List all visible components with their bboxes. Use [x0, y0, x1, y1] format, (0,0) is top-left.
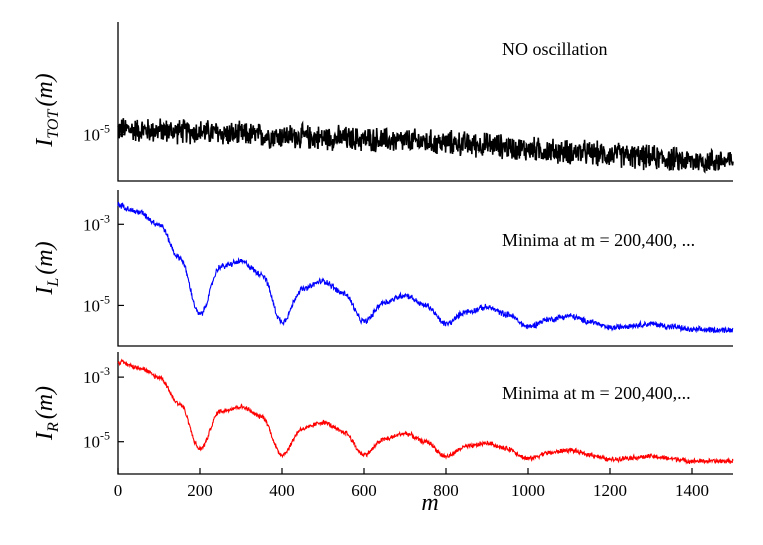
xtick-label-0: 0 — [114, 481, 123, 500]
panel-middle-annotation: Minima at m = 200,400, ... — [502, 230, 695, 250]
panel-2-ytick-label-0: 10-3 — [83, 364, 110, 387]
xtick-label-4: 800 — [433, 481, 459, 500]
panel-1-ytick-label-1: 10-5 — [83, 292, 110, 315]
xtick-label-5: 1000 — [511, 481, 545, 500]
x-axis-label: m — [421, 490, 438, 516]
panel-top-ylabel: ITOT(m) — [32, 73, 62, 147]
xtick-label-2: 400 — [269, 481, 295, 500]
svg-text:ITOT(m): ITOT(m) — [32, 73, 62, 147]
panel-bottom: 10-3 10-5 Minima at m = 200,400,... IR(m)… — [32, 352, 734, 516]
panel-top-annotation: NO oscillation — [502, 39, 608, 59]
panel-2-ytick-label-1: 10-5 — [83, 429, 110, 452]
xtick-label-1: 200 — [187, 481, 213, 500]
xtick-label-7: 1400 — [675, 481, 709, 500]
panel-bottom-ylabel: IR(m) — [32, 386, 62, 441]
panel-middle: 10-3 10-5 Minima at m = 200,400, ... IL(m… — [32, 190, 734, 347]
panel-middle-axes — [117, 190, 733, 347]
panel-1-ytick-label-0: 10-3 — [83, 211, 110, 234]
panel-1-series-0 — [117, 201, 734, 334]
panel-0-series-0 — [117, 118, 734, 174]
xtick-label-3: 600 — [351, 481, 377, 500]
panel-top: 10-5 NO oscillation ITOT(m) — [32, 22, 734, 182]
panel-2-series-0 — [117, 358, 734, 465]
svg-text:IR(m): IR(m) — [32, 386, 62, 441]
xtick-label-6: 1200 — [593, 481, 627, 500]
svg-text:IL(m): IL(m) — [32, 241, 62, 295]
panel-0-ytick-label-0: 10-5 — [83, 122, 110, 145]
panel-bottom-annotation: Minima at m = 200,400,... — [502, 383, 691, 403]
panel-top-axes — [117, 22, 733, 182]
panel-middle-ylabel: IL(m) — [32, 241, 62, 295]
